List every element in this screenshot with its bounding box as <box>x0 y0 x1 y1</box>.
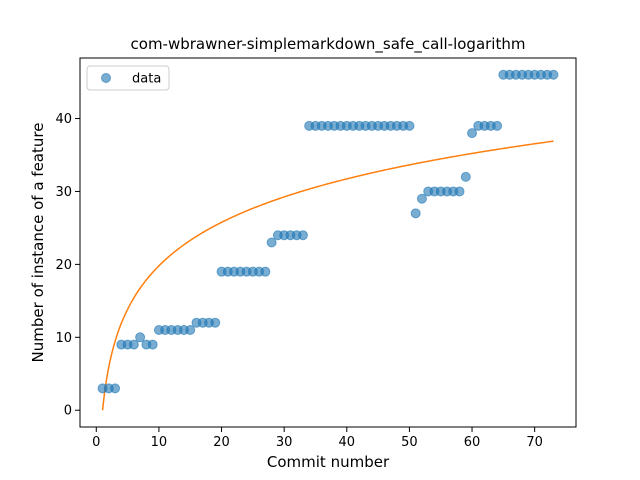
data-point <box>128 339 139 350</box>
x-tick-label: 70 <box>526 435 543 450</box>
data-point <box>147 339 158 350</box>
legend-marker <box>101 73 111 83</box>
y-tick-label: 40 <box>55 112 72 127</box>
data-point <box>185 325 196 336</box>
data-point <box>260 266 271 277</box>
y-tick-label: 10 <box>55 331 72 346</box>
data-point <box>416 193 427 204</box>
y-tick-label: 20 <box>55 258 72 273</box>
data-points-layer <box>97 69 559 394</box>
x-tick-label: 40 <box>339 435 356 450</box>
fit-curve <box>101 140 554 411</box>
y-tick-label: 30 <box>55 185 72 200</box>
x-axis: 0 10 20 30 40 50 60 70 <box>92 427 543 450</box>
plot-frame <box>79 57 577 428</box>
data-point <box>110 383 121 394</box>
y-axis: 0 10 20 30 40 <box>55 112 80 419</box>
data-point <box>404 120 415 131</box>
fit-curve-layer <box>101 140 554 411</box>
legend-box <box>86 65 170 91</box>
data-point <box>297 230 308 241</box>
x-axis-label: Commit number <box>267 453 390 471</box>
x-tick-label: 60 <box>464 435 481 450</box>
y-tick-label: 0 <box>64 404 72 419</box>
data-point <box>266 237 277 248</box>
x-tick-label: 50 <box>401 435 418 450</box>
data-point <box>492 120 503 131</box>
x-tick-label: 0 <box>92 435 100 450</box>
data-point <box>210 317 221 328</box>
legend-label: data <box>132 72 161 87</box>
x-tick-label: 30 <box>276 435 293 450</box>
data-point <box>460 171 471 182</box>
y-axis-label: Number of instance of a feature <box>29 123 47 363</box>
data-point <box>467 128 478 139</box>
data-point <box>410 208 421 219</box>
x-tick-label: 20 <box>213 435 230 450</box>
data-point <box>454 186 465 197</box>
x-tick-label: 10 <box>151 435 168 450</box>
data-point <box>135 332 146 343</box>
plot-area <box>80 58 576 427</box>
data-point <box>548 69 559 80</box>
chart-title: com-wbrawner-simplemarkdown_safe_call-lo… <box>131 35 526 54</box>
legend: data <box>86 65 170 91</box>
